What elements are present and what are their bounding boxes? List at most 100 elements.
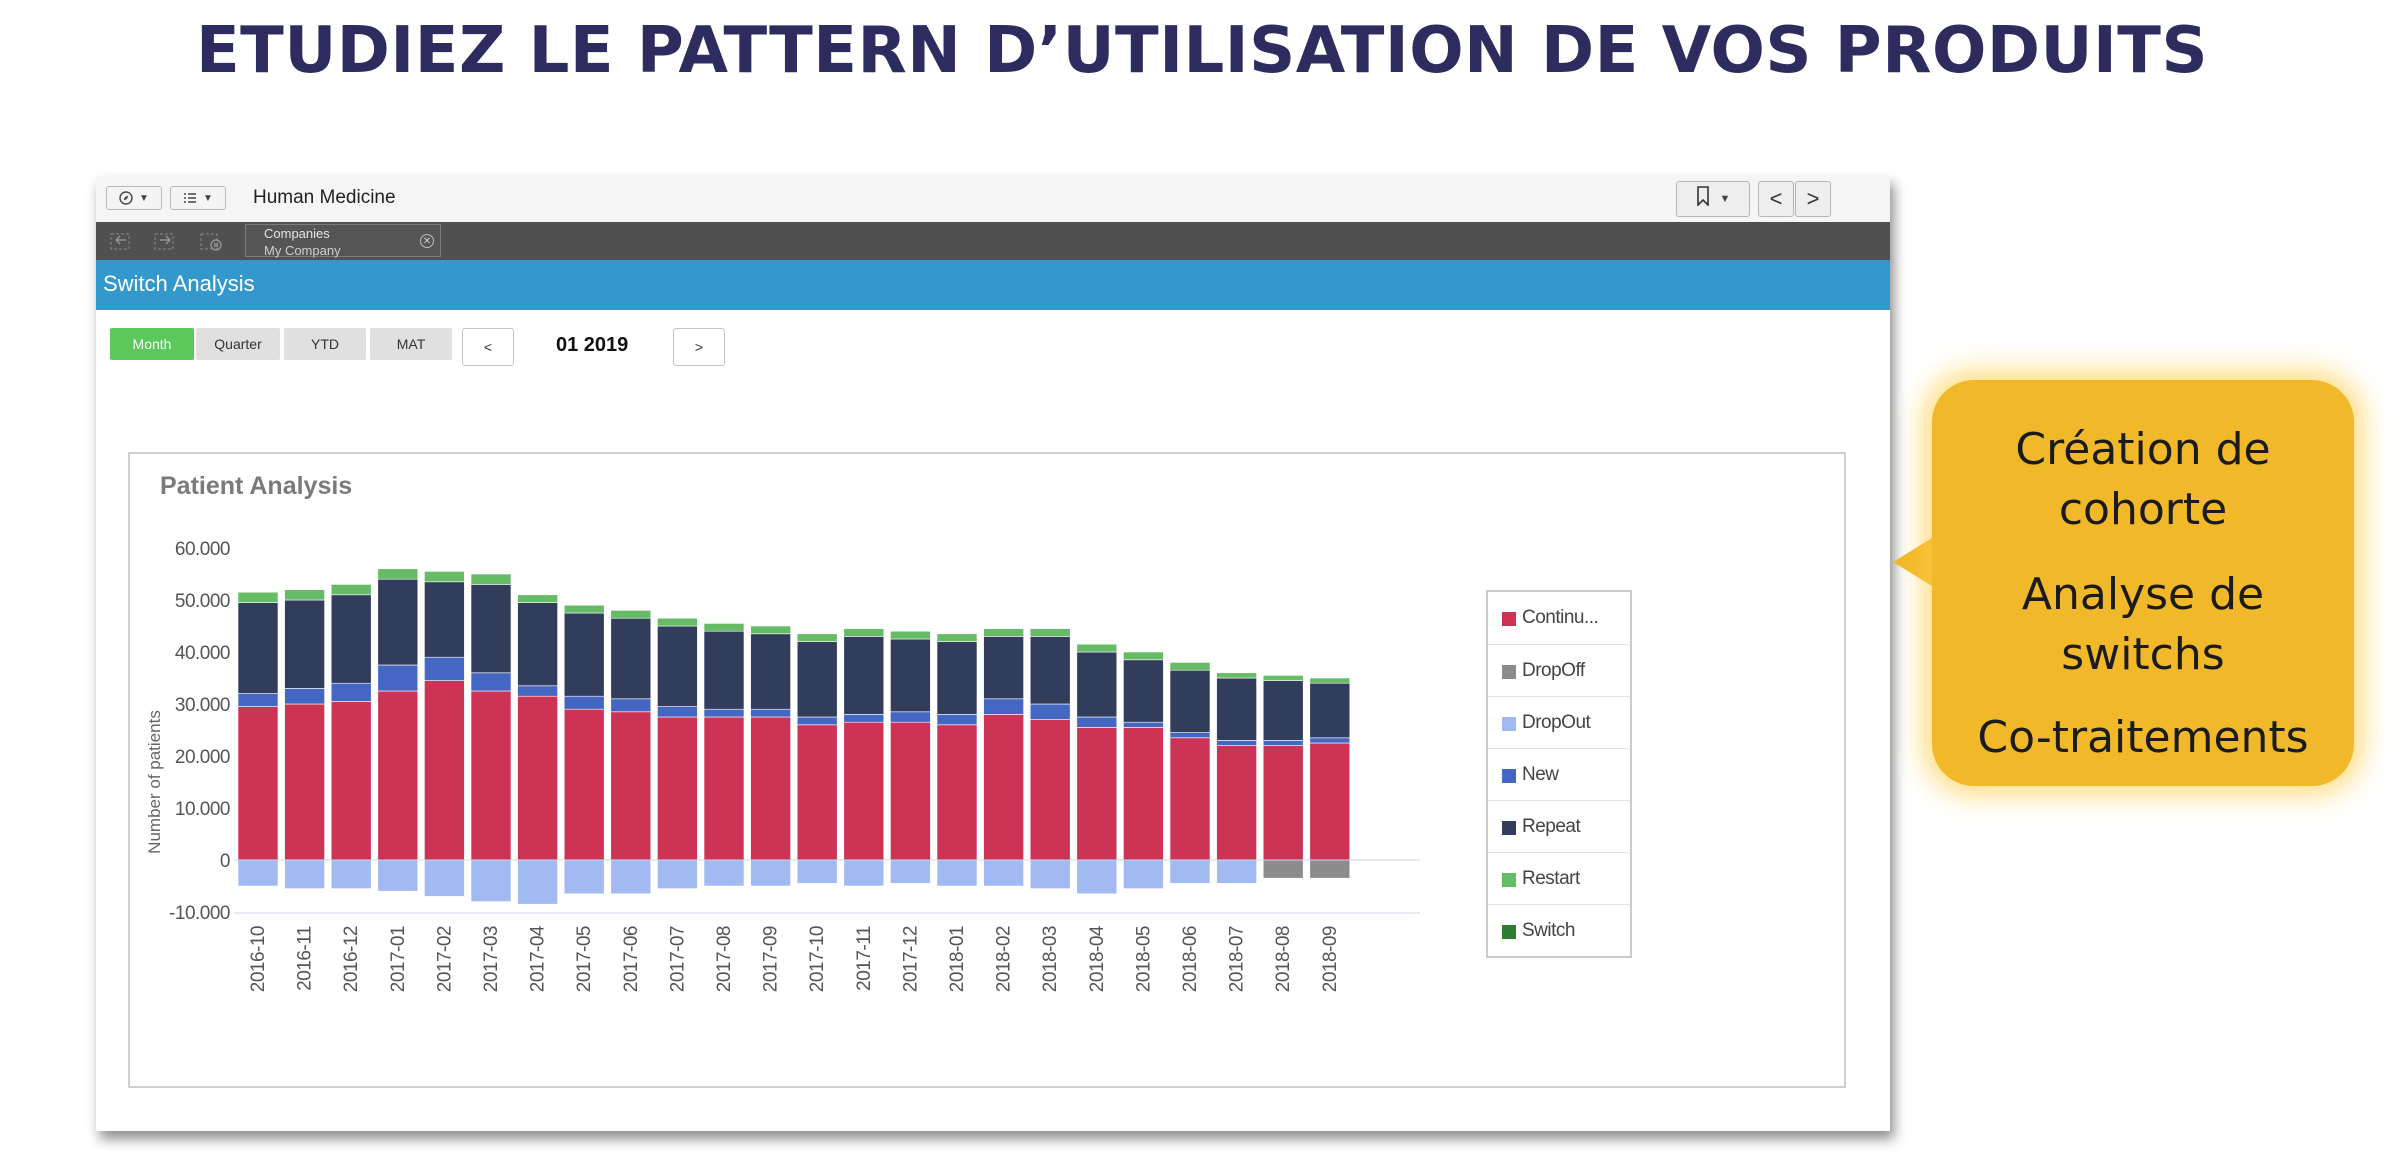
bar-segment-continu <box>237 706 279 861</box>
bar-segment-restart <box>703 623 745 632</box>
y-axis-label: Number of patients <box>145 710 164 854</box>
y-tick-label: 20.000 <box>175 747 230 768</box>
bar-segment-new <box>1262 740 1304 746</box>
callout-pointer <box>1893 536 1935 588</box>
x-tick-label: 2018-06 <box>1180 926 1201 992</box>
bookmark-menu-button[interactable]: ▼ <box>1676 181 1750 217</box>
bar-segment-repeat <box>1123 659 1164 723</box>
bar-segment-new <box>890 711 931 723</box>
bar-segment-continu <box>563 708 605 861</box>
close-icon[interactable]: ✕ <box>420 234 434 248</box>
bar-segment-repeat <box>1029 636 1071 705</box>
bar-segment-new <box>1029 703 1071 720</box>
x-tick-label: 2018-05 <box>1133 926 1154 992</box>
clear-selection-icon[interactable] <box>200 231 222 251</box>
x-tick-label: 2017-02 <box>434 926 455 992</box>
bar-segment-continu <box>377 690 419 861</box>
nav-forward-button[interactable]: > <box>1795 181 1831 217</box>
bar-segment-restart <box>1169 662 1211 671</box>
period-prev-button[interactable]: < <box>462 328 514 366</box>
app-toolbar: ▼ ▼ Human Medicine ▼ < > <box>96 176 1890 222</box>
period-quarter-button[interactable]: Quarter <box>196 328 280 360</box>
bar-segment-dropout <box>796 859 838 884</box>
bar-segment-repeat <box>703 630 745 710</box>
patient-analysis-chart: 60.000 50.000 40.000 30.000 20.000 10.000 0 -10… <box>145 539 1420 992</box>
bar-segment-repeat <box>843 636 885 715</box>
bookmark-icon <box>1696 186 1710 212</box>
filter-chip-label: Companies <box>264 226 330 241</box>
filter-bar: Companies My Company ✕ <box>96 222 1890 260</box>
bar-segment-dropout <box>284 859 325 889</box>
patient-analysis-panel: Patient Analysis 60.000 50.000 40.000 30.00… <box>128 452 1846 1088</box>
legend-label: DropOut <box>1522 712 1591 733</box>
bar-segment-continu <box>610 711 652 861</box>
bar-segment-repeat <box>330 594 372 684</box>
bar-segment-restart <box>936 633 978 642</box>
bar-segment-new <box>796 716 838 726</box>
bar-segment-dropout <box>1076 859 1118 895</box>
bar-segment-repeat <box>1076 651 1118 718</box>
bar-segment-continu <box>284 703 325 861</box>
bar-segment-continu <box>750 716 791 861</box>
bar-segment-new <box>1123 721 1164 728</box>
legend-swatch <box>1502 821 1516 835</box>
caret-down-icon: ▼ <box>139 192 149 204</box>
y-tick-label: 10.000 <box>175 799 230 820</box>
bar-segment-continu <box>1309 742 1351 861</box>
bar-segment-restart <box>377 568 419 580</box>
bar-segment-repeat <box>750 633 791 710</box>
bar-segment-restart <box>284 589 325 601</box>
legend-item[interactable]: Restart <box>1488 852 1630 904</box>
bar-segment-restart <box>750 625 791 635</box>
y-tick-label: -10.000 <box>169 903 230 924</box>
x-tick-label: 2017-07 <box>667 926 688 992</box>
bar-segment-restart <box>1123 651 1164 661</box>
bar-segment-new <box>377 664 419 692</box>
undo-icon[interactable] <box>110 231 132 251</box>
bar-segment-restart <box>470 573 512 585</box>
legend-item[interactable]: Continu... <box>1488 592 1630 644</box>
x-tick-label: 2018-02 <box>994 926 1015 992</box>
period-month-button[interactable]: Month <box>110 328 194 360</box>
period-mat-button[interactable]: MAT <box>370 328 452 360</box>
bar-segment-dropout <box>1216 859 1257 884</box>
list-menu-button[interactable]: ▼ <box>170 186 226 210</box>
redo-icon[interactable] <box>154 231 176 251</box>
period-ytd-button[interactable]: YTD <box>284 328 366 360</box>
bar-segment-dropout <box>330 859 372 889</box>
x-tick-label: 2017-03 <box>481 926 502 992</box>
bar-segment-restart <box>1076 643 1118 653</box>
bar-segment-dropoff <box>1309 859 1351 879</box>
bar-segment-new <box>936 714 978 726</box>
x-tick-label: 2017-09 <box>761 926 782 992</box>
bar-segment-dropout <box>936 859 978 887</box>
legend-item[interactable]: DropOut <box>1488 696 1630 748</box>
bar-segment-repeat <box>657 625 698 707</box>
bar-segment-repeat <box>1169 669 1211 733</box>
compass-menu-button[interactable]: ▼ <box>106 186 162 210</box>
bar-segment-repeat <box>377 578 419 666</box>
filter-chip-companies[interactable]: Companies My Company ✕ <box>245 224 441 258</box>
bar-segment-new <box>330 682 372 702</box>
legend-item[interactable]: DropOff <box>1488 644 1630 696</box>
legend-label: Restart <box>1522 868 1580 889</box>
app-title: Human Medicine <box>253 187 396 208</box>
bar-segment-continu <box>796 724 838 861</box>
legend-item[interactable]: New <box>1488 748 1630 800</box>
bar-segment-restart <box>330 584 372 596</box>
bar-segment-repeat <box>424 581 465 658</box>
bar-segment-dropout <box>657 859 698 889</box>
nav-back-button[interactable]: < <box>1758 181 1794 217</box>
bar-segment-repeat <box>563 612 605 697</box>
bar-segment-restart <box>843 628 885 637</box>
bar-segment-repeat <box>237 602 279 694</box>
legend-item[interactable]: Repeat <box>1488 800 1630 852</box>
bar-segment-restart <box>563 604 605 614</box>
bar-segment-dropout <box>610 859 652 895</box>
legend-item[interactable]: Switch <box>1488 904 1630 956</box>
caret-down-icon: ▼ <box>1719 193 1731 205</box>
x-tick-label: 2017-08 <box>714 926 735 992</box>
period-next-button[interactable]: > <box>673 328 725 366</box>
bar-segment-new <box>1169 732 1211 739</box>
x-tick-label: 2018-08 <box>1273 926 1294 992</box>
